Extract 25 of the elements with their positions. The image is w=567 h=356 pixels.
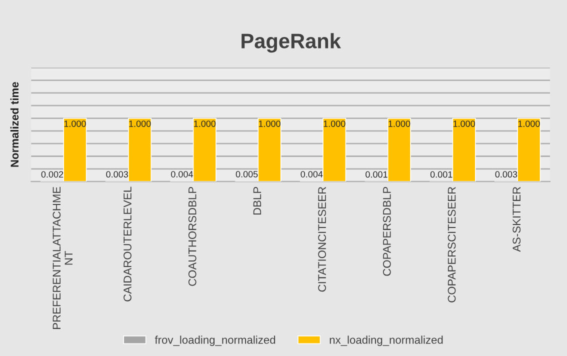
legend-label: frov_loading_normalized: [154, 336, 276, 346]
data-label: 1.000: [453, 120, 476, 127]
data-label: 0.002: [41, 171, 64, 178]
data-label: 0.001: [430, 171, 452, 178]
data-label: 0.005: [236, 171, 258, 178]
y-axis-title: Normalized time: [10, 82, 19, 167]
data-label: 1.000: [64, 120, 86, 127]
x-tick-label: COPAPERSDBLP: [382, 187, 391, 276]
x-tick-label: COAUTHORSDBLP: [188, 187, 196, 286]
data-label: 1.000: [324, 120, 346, 127]
data-label: 0.003: [495, 171, 518, 178]
legend-label: nx_loading_normalized: [330, 336, 443, 346]
chart-title: PageRank: [242, 33, 341, 53]
x-tick-label: AS-SKITTER: [512, 186, 521, 252]
data-label: 1.000: [258, 120, 280, 127]
x-tick-label: CAIDAROUTERLEVEL: [124, 186, 132, 302]
x-tick-label: COPAPERSCITESEER: [448, 186, 456, 302]
data-label: 1.000: [518, 120, 540, 127]
data-label: 0.004: [171, 171, 193, 178]
x-tick-label: PREFERENTIALATTACHMENT: [52, 186, 72, 329]
x-tick-label: DBLP: [253, 187, 262, 215]
data-label: 0.001: [366, 171, 388, 178]
data-label: 0.004: [300, 171, 323, 178]
x-tick-label: CITATIONCITESEER: [318, 186, 326, 292]
data-label: 0.003: [106, 171, 128, 178]
